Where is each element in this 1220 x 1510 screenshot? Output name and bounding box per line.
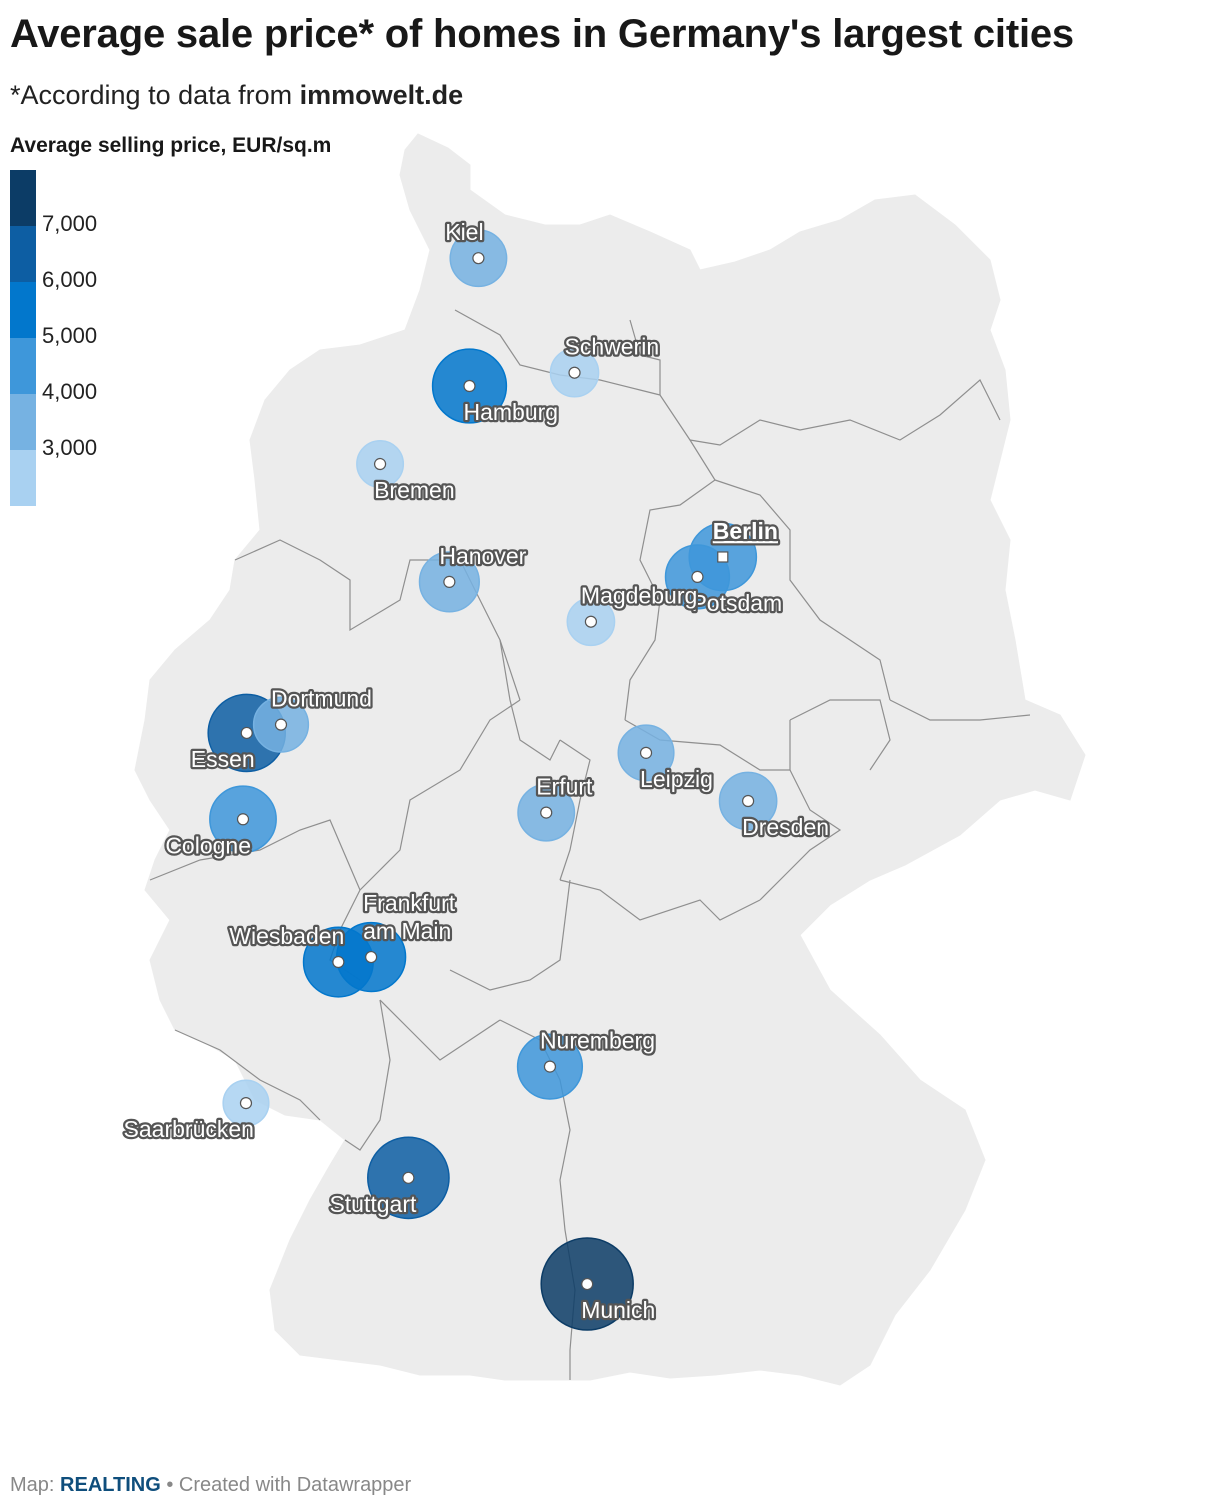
city-label-munich: Munich (581, 1297, 655, 1323)
city-marker (472, 252, 485, 265)
germany-shape (134, 133, 1086, 1386)
legend-tick (36, 393, 44, 395)
border-sh-mv (629, 319, 661, 395)
city-label-saarbr-cken: Saarbrücken (124, 1116, 254, 1142)
color-legend: 7,000 6,000 5,000 4,000 3,000 (10, 170, 120, 510)
germany-map: Kiel Schwerin Hamburg Bremen Hanover Berlin Po… (121, 133, 1086, 1386)
city-marker (717, 551, 729, 563)
border-th-sn (759, 769, 842, 901)
border-ni-nw (234, 539, 521, 701)
city-marker (274, 718, 288, 731)
state-borders (149, 309, 1031, 1380)
chart-title: Average sale price* of homes in Germany'… (10, 12, 1074, 56)
legend-color-bar (10, 170, 36, 506)
city-label-dortmund: Dortmund (271, 686, 372, 712)
legend-swatch (10, 450, 36, 506)
city-dots (236, 252, 755, 1291)
city-marker (240, 726, 253, 740)
city-marker (568, 366, 581, 379)
city-marker (540, 806, 553, 819)
city-marker (581, 1277, 594, 1291)
footer-suffix: • Created with Datawrapper (160, 1474, 412, 1496)
legend-label: 5,000 (42, 323, 98, 348)
chart-subtitle: *According to data from immowelt.de (10, 80, 463, 111)
footer-brand[interactable]: REALTING (60, 1474, 161, 1496)
border-mv-bb (689, 379, 1001, 446)
city-label-bremen: Bremen (374, 477, 455, 503)
legend-title: Average selling price, EUR/sq.m (10, 134, 332, 157)
city-marker (373, 457, 387, 471)
footer-prefix: Map: (10, 1474, 61, 1496)
city-marker (691, 570, 704, 584)
subtitle-source: immowelt.de (299, 80, 464, 110)
city-marker (543, 1060, 557, 1073)
city-label-nuremberg: Nuremberg (540, 1028, 655, 1054)
city-labels: Kiel Schwerin Hamburg Bremen Hanover Berlin Po… (121, 217, 831, 1325)
city-label-wiesbaden: Wiesbaden (229, 923, 344, 949)
legend-swatch (10, 170, 36, 226)
legend-tick (36, 225, 44, 227)
legend-label: 7,000 (42, 211, 98, 236)
city-marker (402, 1171, 415, 1184)
footer-credit: Map: REALTING • Created with Datawrapper (10, 1474, 411, 1497)
city-marker (332, 955, 345, 969)
legend-swatch (10, 282, 36, 338)
city-label-stuttgart: Stuttgart (329, 1191, 417, 1217)
border-sl (174, 1029, 321, 1121)
legend-label: 4,000 (42, 379, 98, 404)
city-label-hanover: Hanover (439, 543, 526, 569)
city-label-erfurt: Erfurt (536, 774, 593, 800)
legend-swatch (10, 226, 36, 282)
city-label-cologne: Cologne (165, 832, 251, 858)
legend-tick (36, 281, 44, 283)
city-marker (365, 950, 378, 964)
border-ni-he (499, 639, 561, 761)
legend-tick (36, 337, 44, 339)
border-he-by (449, 879, 571, 991)
city-marker (742, 794, 755, 808)
legend-tick (36, 449, 44, 451)
legend-swatch (10, 338, 36, 394)
border-rp-bw (344, 999, 391, 1151)
border-st-bb (714, 479, 891, 701)
city-marker (584, 615, 598, 628)
legend-swatch (10, 394, 36, 450)
city-marker (443, 575, 456, 588)
city-label-dresden: Dresden (742, 814, 829, 840)
city-label-essen: Essen (191, 746, 255, 772)
city-marker (463, 379, 476, 393)
border-nw-he (359, 699, 521, 891)
legend-label: 6,000 (42, 267, 98, 292)
border-nw-rp (149, 819, 361, 891)
city-label-magdeburg: Magdeburg (581, 583, 697, 609)
city-label-berlin: Berlin (713, 518, 778, 544)
city-label-am-main: am Main (363, 918, 451, 944)
subtitle-prefix: *According to data from (10, 80, 300, 110)
legend-label: 3,000 (42, 435, 98, 460)
city-label-schwerin: Schwerin (565, 334, 660, 360)
city-marker (236, 813, 250, 826)
border-bb-sn (889, 699, 1031, 721)
border-ni-st (624, 394, 716, 721)
border-he-bw (379, 999, 501, 1061)
city-marker (639, 746, 653, 759)
city-label-frankfurt: Frankfurt (363, 890, 456, 916)
city-label-hamburg: Hamburg (463, 399, 558, 425)
germany-outline (134, 133, 1086, 1386)
border-st-sn (789, 699, 891, 771)
city-marker (239, 1097, 253, 1110)
city-label-potsdam: Potsdam (691, 590, 782, 616)
city-label-leipzig: Leipzig (640, 766, 713, 792)
border-th-by (559, 879, 761, 921)
border-he-th (559, 739, 591, 881)
city-label-kiel: Kiel (445, 219, 483, 245)
